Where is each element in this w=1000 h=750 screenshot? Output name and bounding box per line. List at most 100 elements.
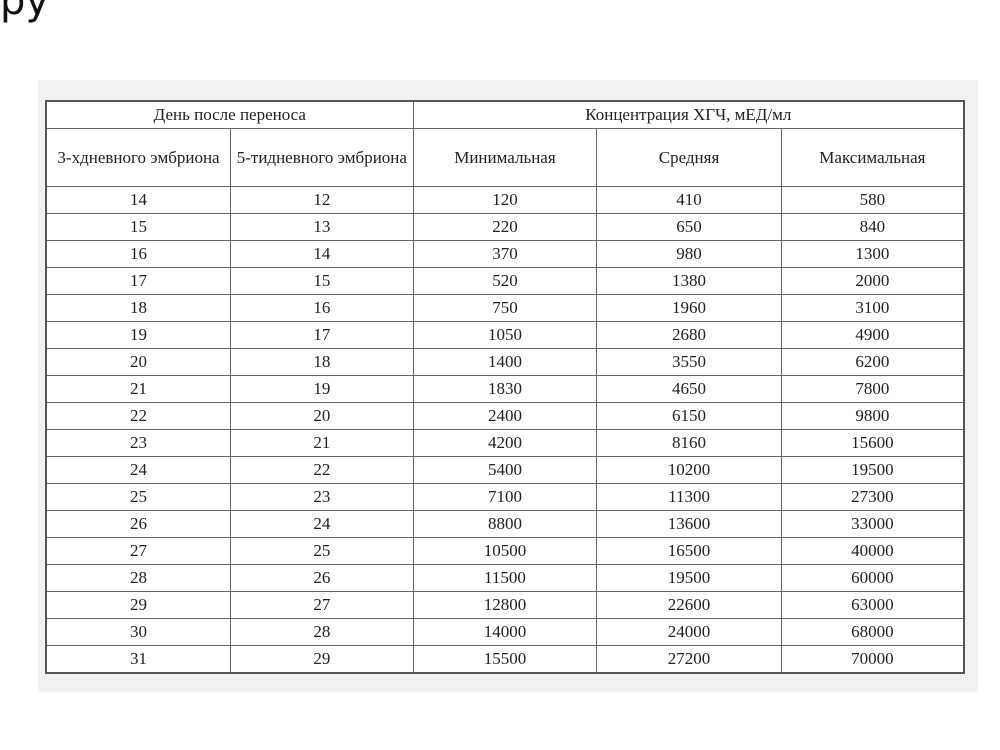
table-cell: 580 [780,186,965,214]
table-cell: 30 [45,618,232,646]
table-cell: 19 [230,375,414,403]
table-cell: 220 [412,213,598,241]
table-cell: 31 [45,645,232,674]
table-cell: 16 [230,294,414,322]
table-cell: 17 [230,321,414,349]
table-cell: 14 [45,186,232,214]
table-cell: 26 [230,564,414,592]
table-cell: 1960 [596,294,782,322]
table-cell: 20 [230,402,414,430]
group-header: Концентрация ХГЧ, мЕД/мл [412,100,965,129]
table-cell: 40000 [780,537,965,565]
column-header: 5-тидневного эмбриона [230,128,414,187]
table-cell: 2680 [596,321,782,349]
table-cell: 4650 [596,375,782,403]
table-cell: 25 [230,537,414,565]
table-row: 24 22 5400 10200 19500 [45,456,965,484]
table-row: 28 26 11500 19500 60000 [45,564,965,592]
table-cell: 22 [45,402,232,430]
table-cell: 28 [230,618,414,646]
caption-fragment: ру [0,0,50,24]
table-row: 21 19 1830 4650 7800 [45,375,965,403]
table-cell: 23 [230,483,414,511]
table-cell: 68000 [780,618,965,646]
table-cell: 980 [596,240,782,268]
hcg-table: День после переноса Концентрация ХГЧ, мЕ… [45,100,965,674]
table-cell: 21 [45,375,232,403]
column-header: 3-хдневного эмбриона [45,128,232,187]
table-cell: 520 [412,267,598,295]
table-cell: 21 [230,429,414,457]
table-cell: 26 [45,510,232,538]
table-cell: 4200 [412,429,598,457]
table-cell: 27300 [780,483,965,511]
table-row: 19 17 1050 2680 4900 [45,321,965,349]
table-cell: 750 [412,294,598,322]
table-cell: 13600 [596,510,782,538]
column-header: Средняя [596,128,782,187]
table-row: 27 25 10500 16500 40000 [45,537,965,565]
table-cell: 23 [45,429,232,457]
table-cell: 650 [596,213,782,241]
table-cell: 19500 [596,564,782,592]
table-cell: 10500 [412,537,598,565]
table-cell: 6200 [780,348,965,376]
table-cell: 25 [45,483,232,511]
table-row: 18 16 750 1960 3100 [45,294,965,322]
table-row: 16 14 370 980 1300 [45,240,965,268]
table-row: 14 12 120 410 580 [45,186,965,214]
column-header: Минимальная [412,128,598,187]
table-cell: 15600 [780,429,965,457]
table-row: 25 23 7100 11300 27300 [45,483,965,511]
table-row: 17 15 520 1380 2000 [45,267,965,295]
table-cell: 1380 [596,267,782,295]
table-cell: 27 [230,591,414,619]
table-row: 30 28 14000 24000 68000 [45,618,965,646]
table-row: 29 27 12800 22600 63000 [45,591,965,619]
table-cell: 29 [230,645,414,674]
table-cell: 7800 [780,375,965,403]
table-cell: 18 [230,348,414,376]
table-cell: 63000 [780,591,965,619]
table-cell: 840 [780,213,965,241]
table-cell: 17 [45,267,232,295]
table-cell: 3550 [596,348,782,376]
table-cell: 70000 [780,645,965,674]
table-cell: 14000 [412,618,598,646]
table-cell: 8160 [596,429,782,457]
table-cell: 24000 [596,618,782,646]
table-cell: 1050 [412,321,598,349]
table-row: 20 18 1400 3550 6200 [45,348,965,376]
table-cell: 6150 [596,402,782,430]
table-row: 26 24 8800 13600 33000 [45,510,965,538]
table-panel: День после переноса Концентрация ХГЧ, мЕ… [38,80,978,692]
table-cell: 27200 [596,645,782,674]
table-cell: 16 [45,240,232,268]
table-cell: 24 [230,510,414,538]
table-cell: 8800 [412,510,598,538]
table-cell: 3100 [780,294,965,322]
table-cell: 370 [412,240,598,268]
table-cell: 22600 [596,591,782,619]
table-cell: 19 [45,321,232,349]
table-cell: 27 [45,537,232,565]
table-cell: 13 [230,213,414,241]
table-cell: 7100 [412,483,598,511]
table-cell: 29 [45,591,232,619]
table-cell: 33000 [780,510,965,538]
table-cell: 120 [412,186,598,214]
table-row: 22 20 2400 6150 9800 [45,402,965,430]
table-cell: 11300 [596,483,782,511]
table-cell: 12 [230,186,414,214]
table-cell: 10200 [596,456,782,484]
table-cell: 1830 [412,375,598,403]
table-cell: 24 [45,456,232,484]
table-cell: 28 [45,564,232,592]
table-cell: 15 [45,213,232,241]
table-cell: 4900 [780,321,965,349]
table-cell: 1300 [780,240,965,268]
table-cell: 22 [230,456,414,484]
table-cell: 15500 [412,645,598,674]
table-row: 15 13 220 650 840 [45,213,965,241]
